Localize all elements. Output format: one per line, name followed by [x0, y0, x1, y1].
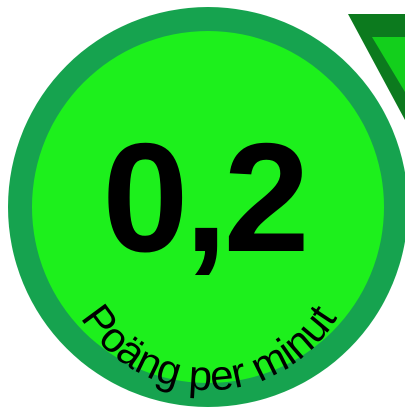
chevron-down-icon[interactable] [348, 14, 405, 120]
score-badge: 0,2 Poäng per minut [8, 7, 405, 407]
score-value: 0,2 [102, 111, 305, 284]
badge-inner-circle [32, 31, 384, 383]
arrow-inner [372, 37, 405, 92]
